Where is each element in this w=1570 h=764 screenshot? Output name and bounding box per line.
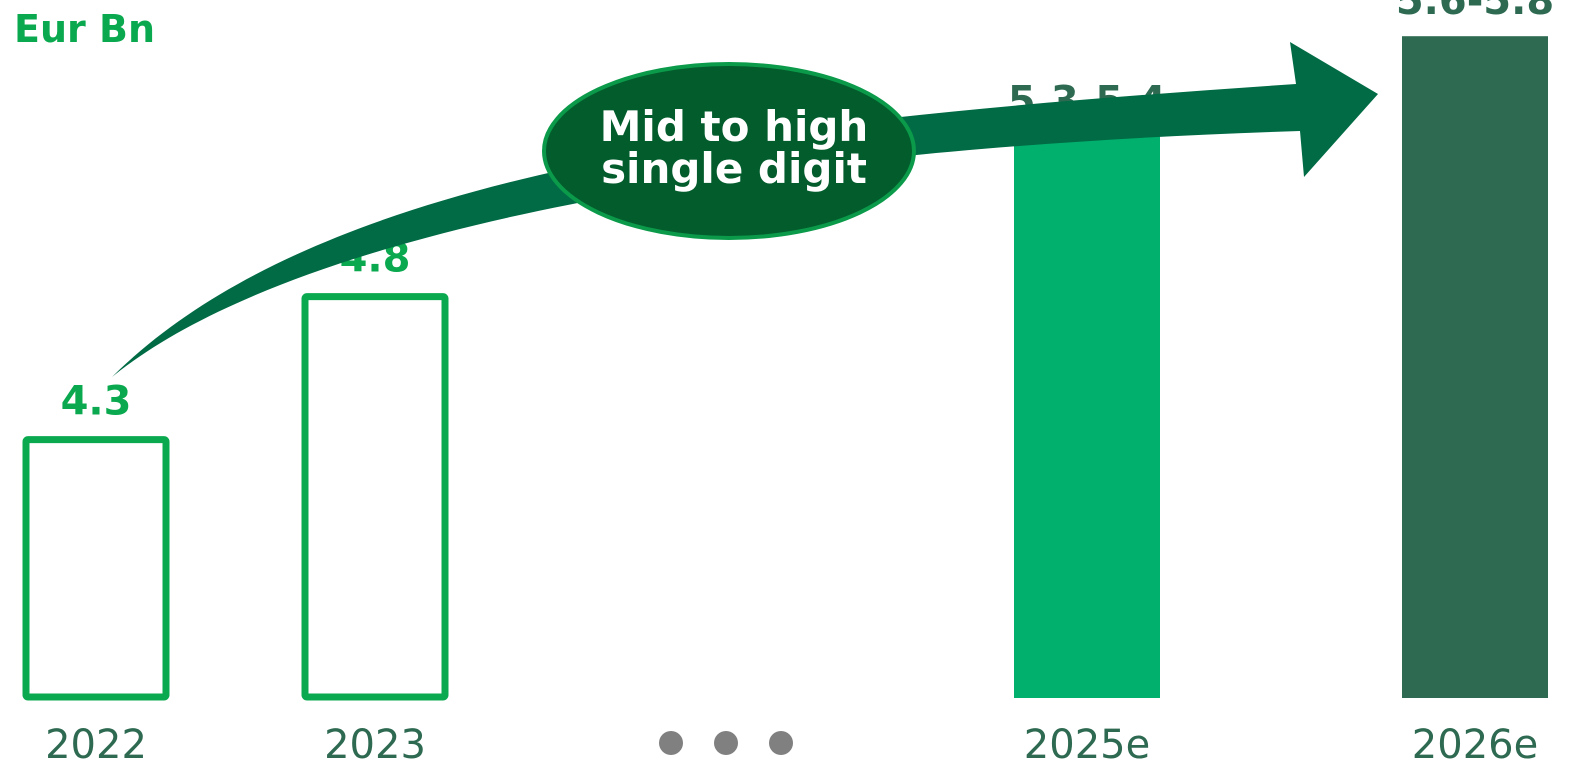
gap-dots-layer: [659, 731, 793, 755]
category-labels-layer: 2022 2023 2025e 2026e: [45, 722, 1538, 764]
unit-label: Eur Bn: [14, 7, 155, 51]
category-label-2023: 2023: [324, 722, 426, 764]
trend-callout-line-2: single digit: [601, 144, 867, 193]
gap-dot: [659, 731, 683, 755]
bar-2025e: [1014, 136, 1160, 699]
bars-layer: [22, 36, 1548, 701]
category-label-2026e: 2026e: [1412, 722, 1538, 764]
trend-arrow: [112, 42, 1378, 377]
bar-2023: [301, 293, 449, 701]
gap-dot: [769, 731, 793, 755]
category-label-2025e: 2025e: [1024, 722, 1150, 764]
value-label-2026e: 5.6-5.8: [1396, 0, 1554, 24]
trend-callout-line-1: Mid to high: [600, 102, 869, 151]
bar-2022: [22, 436, 170, 701]
gap-dot: [714, 731, 738, 755]
value-labels-layer: 4.34.85.3-5.45.6-5.8: [61, 0, 1555, 425]
bar-2026e: [1402, 36, 1548, 698]
trend-callout: [542, 62, 916, 240]
value-label-2022: 4.3: [61, 379, 132, 425]
category-label-2022: 2022: [45, 722, 147, 764]
